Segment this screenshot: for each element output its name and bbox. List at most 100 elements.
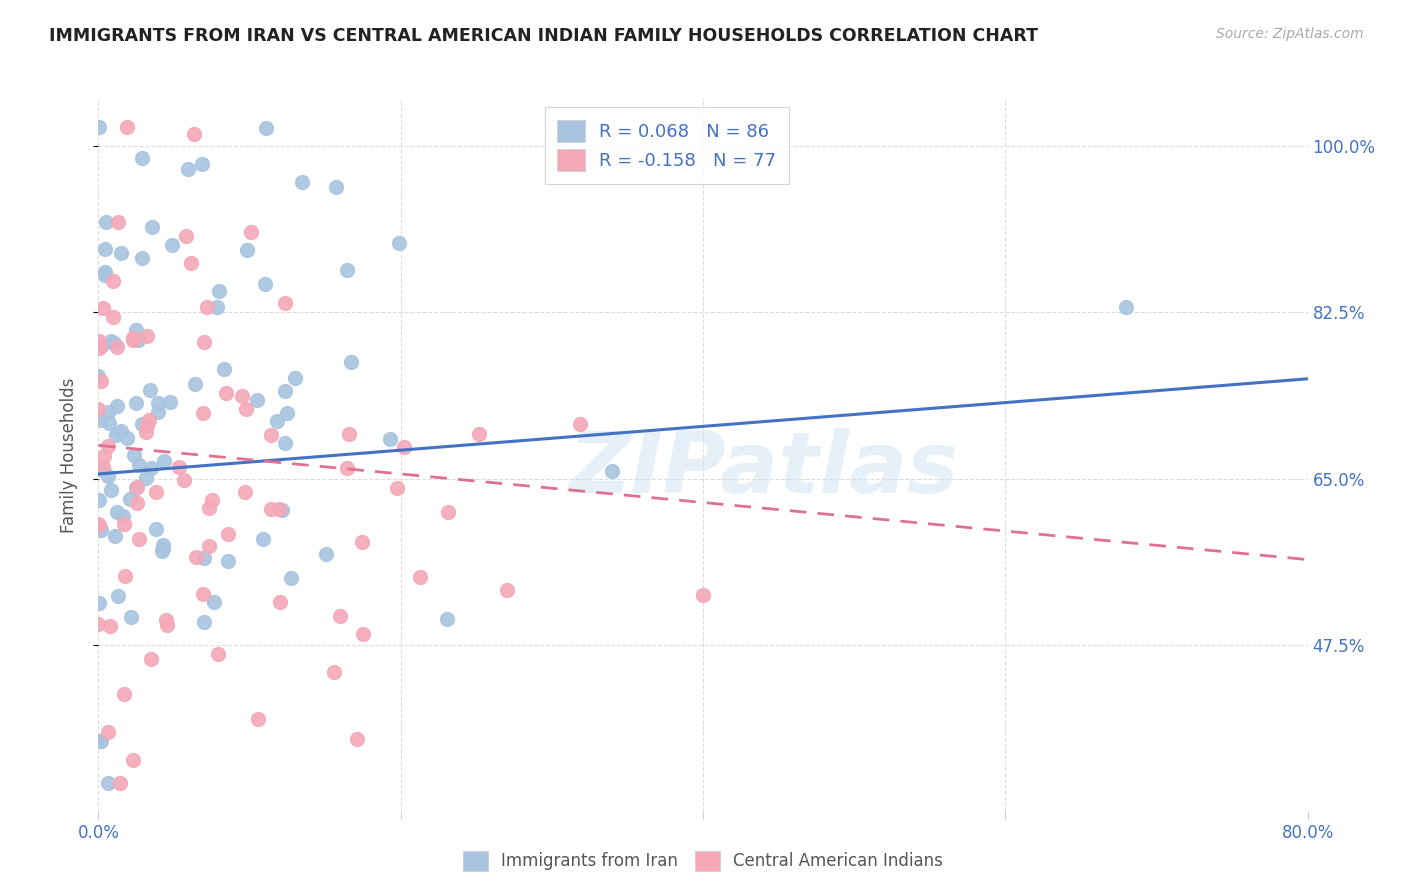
Point (233, 485, 256, 500)
Text: IMMIGRANTS FROM IRAN VS CENTRAL AMERICAN INDIAN FAMILY HOUSEHOLDS CORRELATION CH: IMMIGRANTS FROM IRAN VS CENTRAL AMERICAN… (49, 27, 1038, 45)
Point (89, 734, 111, 748)
Point (202, 595, 225, 609)
Point (100, 334, 122, 349)
Point (276, 406, 298, 420)
Point (207, 300, 229, 314)
Point (274, 436, 297, 450)
Point (200, 493, 222, 508)
Point (193, 586, 215, 600)
Point (141, 219, 163, 234)
Point (197, 301, 219, 315)
Point (173, 473, 195, 487)
Point (105, 399, 128, 413)
Point (135, 471, 157, 485)
Point (315, 547, 337, 561)
Point (266, 413, 288, 427)
Point (120, 610, 142, 624)
Point (139, 461, 162, 475)
Point (346, 731, 368, 746)
Point (87, 341, 110, 355)
Point (89, 374, 111, 388)
Point (217, 554, 239, 568)
Point (183, 127, 205, 141)
Point (87, 402, 110, 417)
Point (184, 377, 207, 392)
Point (94, 265, 117, 279)
Point (97, 469, 120, 483)
Point (91, 337, 114, 351)
Legend: R = 0.068   N = 86, R = -0.158   N = 77: R = 0.068 N = 86, R = -0.158 N = 77 (544, 107, 789, 184)
Point (97, 439, 120, 453)
Point (87, 368, 110, 383)
Point (90, 523, 112, 537)
Point (152, 541, 174, 556)
Point (146, 405, 169, 419)
Point (217, 526, 239, 541)
Point (128, 532, 150, 546)
Point (388, 235, 411, 250)
Point (212, 361, 235, 376)
Text: ZIPatlas: ZIPatlas (568, 427, 959, 511)
Point (254, 121, 277, 136)
Point (193, 551, 215, 566)
Point (131, 251, 153, 265)
Point (131, 417, 153, 432)
Point (128, 458, 150, 473)
Point (127, 496, 149, 510)
Point (291, 175, 314, 189)
Point (270, 503, 292, 517)
Point (260, 428, 283, 442)
Point (468, 427, 491, 442)
Point (191, 406, 214, 420)
Point (409, 570, 432, 584)
Point (87, 518, 110, 533)
Point (125, 323, 148, 337)
Point (260, 502, 283, 516)
Point (254, 277, 277, 292)
Point (121, 753, 143, 767)
Point (392, 440, 415, 454)
Point (110, 425, 132, 439)
Point (87, 120, 110, 134)
Point (336, 263, 359, 277)
Legend: Immigrants from Iran, Central American Indians: Immigrants from Iran, Central American I… (454, 842, 952, 880)
Point (329, 609, 352, 624)
Point (131, 151, 153, 165)
Point (145, 484, 167, 499)
Point (184, 550, 207, 565)
Point (121, 333, 143, 347)
Point (180, 255, 202, 269)
Point (101, 310, 124, 324)
Point (124, 395, 146, 409)
Point (139, 383, 162, 397)
Point (114, 569, 136, 583)
Point (252, 533, 274, 547)
Point (87, 517, 110, 532)
Point (115, 120, 138, 134)
Point (208, 284, 231, 298)
Point (127, 333, 149, 347)
Point (107, 589, 129, 603)
Point (90, 734, 112, 748)
Point (247, 712, 270, 726)
Point (125, 480, 148, 494)
Point (87, 596, 110, 610)
Point (1115, 301, 1137, 315)
Point (87, 492, 110, 507)
Point (93, 449, 115, 463)
Point (198, 501, 221, 516)
Point (280, 571, 302, 585)
Point (98, 619, 121, 633)
Point (94, 242, 117, 256)
Point (107, 214, 129, 228)
Point (167, 460, 190, 475)
Point (91, 301, 114, 316)
Point (274, 295, 297, 310)
Point (235, 402, 257, 417)
Point (136, 329, 159, 343)
Point (103, 274, 125, 288)
Point (97, 416, 120, 430)
Point (190, 157, 212, 171)
Point (93, 268, 115, 282)
Point (352, 627, 374, 641)
